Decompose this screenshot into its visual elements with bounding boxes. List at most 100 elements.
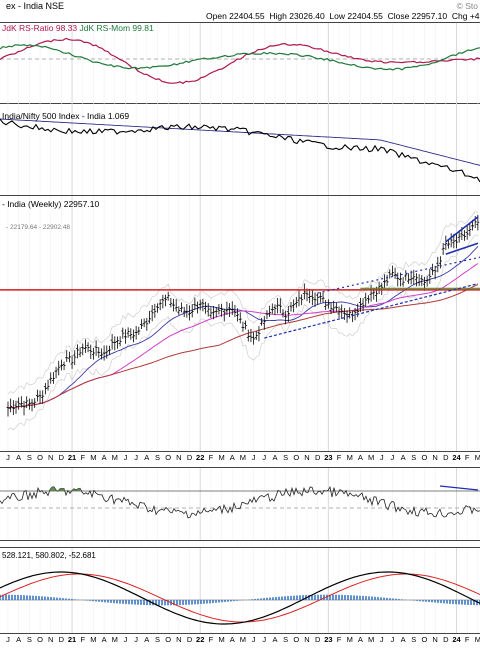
macd-histogram-bar [68, 598, 70, 600]
open-value: 22404.55 [229, 11, 265, 21]
high-value: 23026.40 [289, 11, 325, 21]
macd-histogram-bar [197, 600, 199, 605]
macd-histogram-bar [176, 600, 178, 606]
macd-histogram-bar [239, 600, 241, 601]
macd-histogram-bar [341, 594, 343, 600]
macd-histogram-bar [224, 600, 226, 603]
macd-histogram-bar [98, 600, 100, 602]
macd-histogram-bar [20, 595, 22, 600]
macd-histogram-bar [215, 600, 217, 603]
macd-histogram-bar [122, 600, 124, 604]
macd-histogram-bar [236, 600, 238, 601]
x-tick-label: F [80, 453, 86, 462]
x-tick-label: S [154, 453, 161, 462]
macd-histogram-bar [230, 600, 232, 602]
x-tick-label: A [144, 635, 150, 644]
x-tick-label: S [154, 635, 161, 644]
macd-histogram-bar [350, 595, 352, 600]
macd-histogram-bar [143, 600, 145, 605]
macd-histogram-bar [293, 595, 295, 600]
macd-chart [0, 548, 480, 633]
overbought-fill [48, 486, 80, 491]
wedge-lower-line [445, 242, 479, 255]
macd-histogram-bar [275, 596, 277, 600]
x-tick-label: A [16, 635, 22, 644]
macd-line [0, 571, 480, 625]
x-tick-label: N [304, 635, 310, 644]
source-label: © Sto [456, 1, 478, 11]
x-tick-label: D [186, 635, 193, 644]
macd-histogram-bar [89, 600, 91, 601]
macd-histogram-bar [251, 599, 253, 600]
macd-histogram-bar [194, 600, 196, 605]
x-tick-label: J [379, 453, 384, 462]
trend-channel-upper [317, 256, 480, 294]
x-tick-label: S [283, 453, 289, 462]
relative-strength-line [0, 118, 480, 183]
macd-histogram-bar [74, 599, 76, 600]
x-tick-label: M [367, 635, 375, 644]
x-tick-label: 23 [324, 635, 333, 644]
x-tick-label: N [432, 635, 438, 644]
macd-histogram-bar [371, 596, 373, 600]
x-tick-label: J [379, 635, 384, 644]
macd-histogram-bar [221, 600, 223, 603]
macd-histogram-bar [254, 598, 256, 600]
x-tick-label: M [367, 453, 375, 462]
x-tick-label: N [432, 453, 438, 462]
macd-histogram-bar [101, 600, 103, 603]
x-tick-label: D [314, 635, 321, 644]
macd-histogram-bar [149, 600, 151, 606]
chart-title: ex - India NSE [6, 1, 65, 11]
oscillator-trend-line [439, 485, 479, 491]
rs-ratio-line [0, 37, 480, 85]
macd-histogram-bar [365, 596, 367, 600]
macd-histogram-bar [380, 597, 382, 600]
macd-histogram-bar [284, 596, 286, 600]
x-tick-label: J [262, 453, 267, 462]
x-tick-label: S [26, 635, 32, 644]
macd-panel: 528.121, 580.802, -52.681 [0, 547, 480, 634]
x-tick-label: O [421, 453, 428, 462]
x-tick-label: 24 [452, 635, 461, 644]
macd-histogram-bar [272, 597, 274, 600]
x-tick-label: J [6, 635, 10, 644]
macd-histogram-bar [119, 600, 121, 604]
chart-header: ex - India NSE © Sto Open 22404.55 High … [0, 0, 480, 22]
x-tick-label: M [90, 453, 97, 462]
macd-histogram-bar [368, 596, 370, 600]
macd-histogram-bar [41, 596, 43, 600]
ohlc-readout: Open 22404.55 High 23026.40 Low 22404.55… [206, 11, 480, 21]
x-tick-label: D [443, 635, 449, 644]
x-tick-label: J [251, 453, 256, 462]
macd-histogram-bar [311, 594, 313, 600]
macd-histogram-bar [335, 594, 337, 600]
low-label: Low [329, 11, 345, 21]
macd-histogram-bar [362, 595, 364, 600]
x-tick-label: N [47, 453, 54, 462]
macd-histogram-bar [296, 595, 298, 600]
macd-histogram-bar [92, 600, 94, 602]
macd-histogram-bar [278, 596, 280, 600]
macd-histogram-bar [374, 596, 376, 600]
x-tick-label: J [251, 635, 256, 644]
macd-histogram-bar [386, 597, 388, 600]
macd-histogram-bar [461, 600, 463, 605]
rrg-chart [0, 23, 480, 103]
x-tick-label: F [80, 635, 86, 644]
macd-histogram-bar [116, 600, 118, 604]
x-tick-label: A [101, 635, 107, 644]
macd-histogram-bar [263, 598, 265, 600]
relative-strength-chart [0, 103, 480, 195]
x-tick-label: D [186, 453, 193, 462]
macd-histogram-bar [2, 594, 4, 600]
macd-histogram-bar [44, 596, 46, 600]
x-tick-label: 21 [67, 453, 77, 462]
macd-histogram-bar [86, 600, 88, 601]
macd-histogram-bar [227, 600, 229, 602]
macd-histogram-bar [140, 600, 142, 605]
macd-histogram-bar [125, 600, 127, 605]
close-value: 22957.10 [411, 11, 448, 21]
macd-histogram-bar [473, 600, 475, 606]
x-tick-label: J [123, 453, 128, 462]
